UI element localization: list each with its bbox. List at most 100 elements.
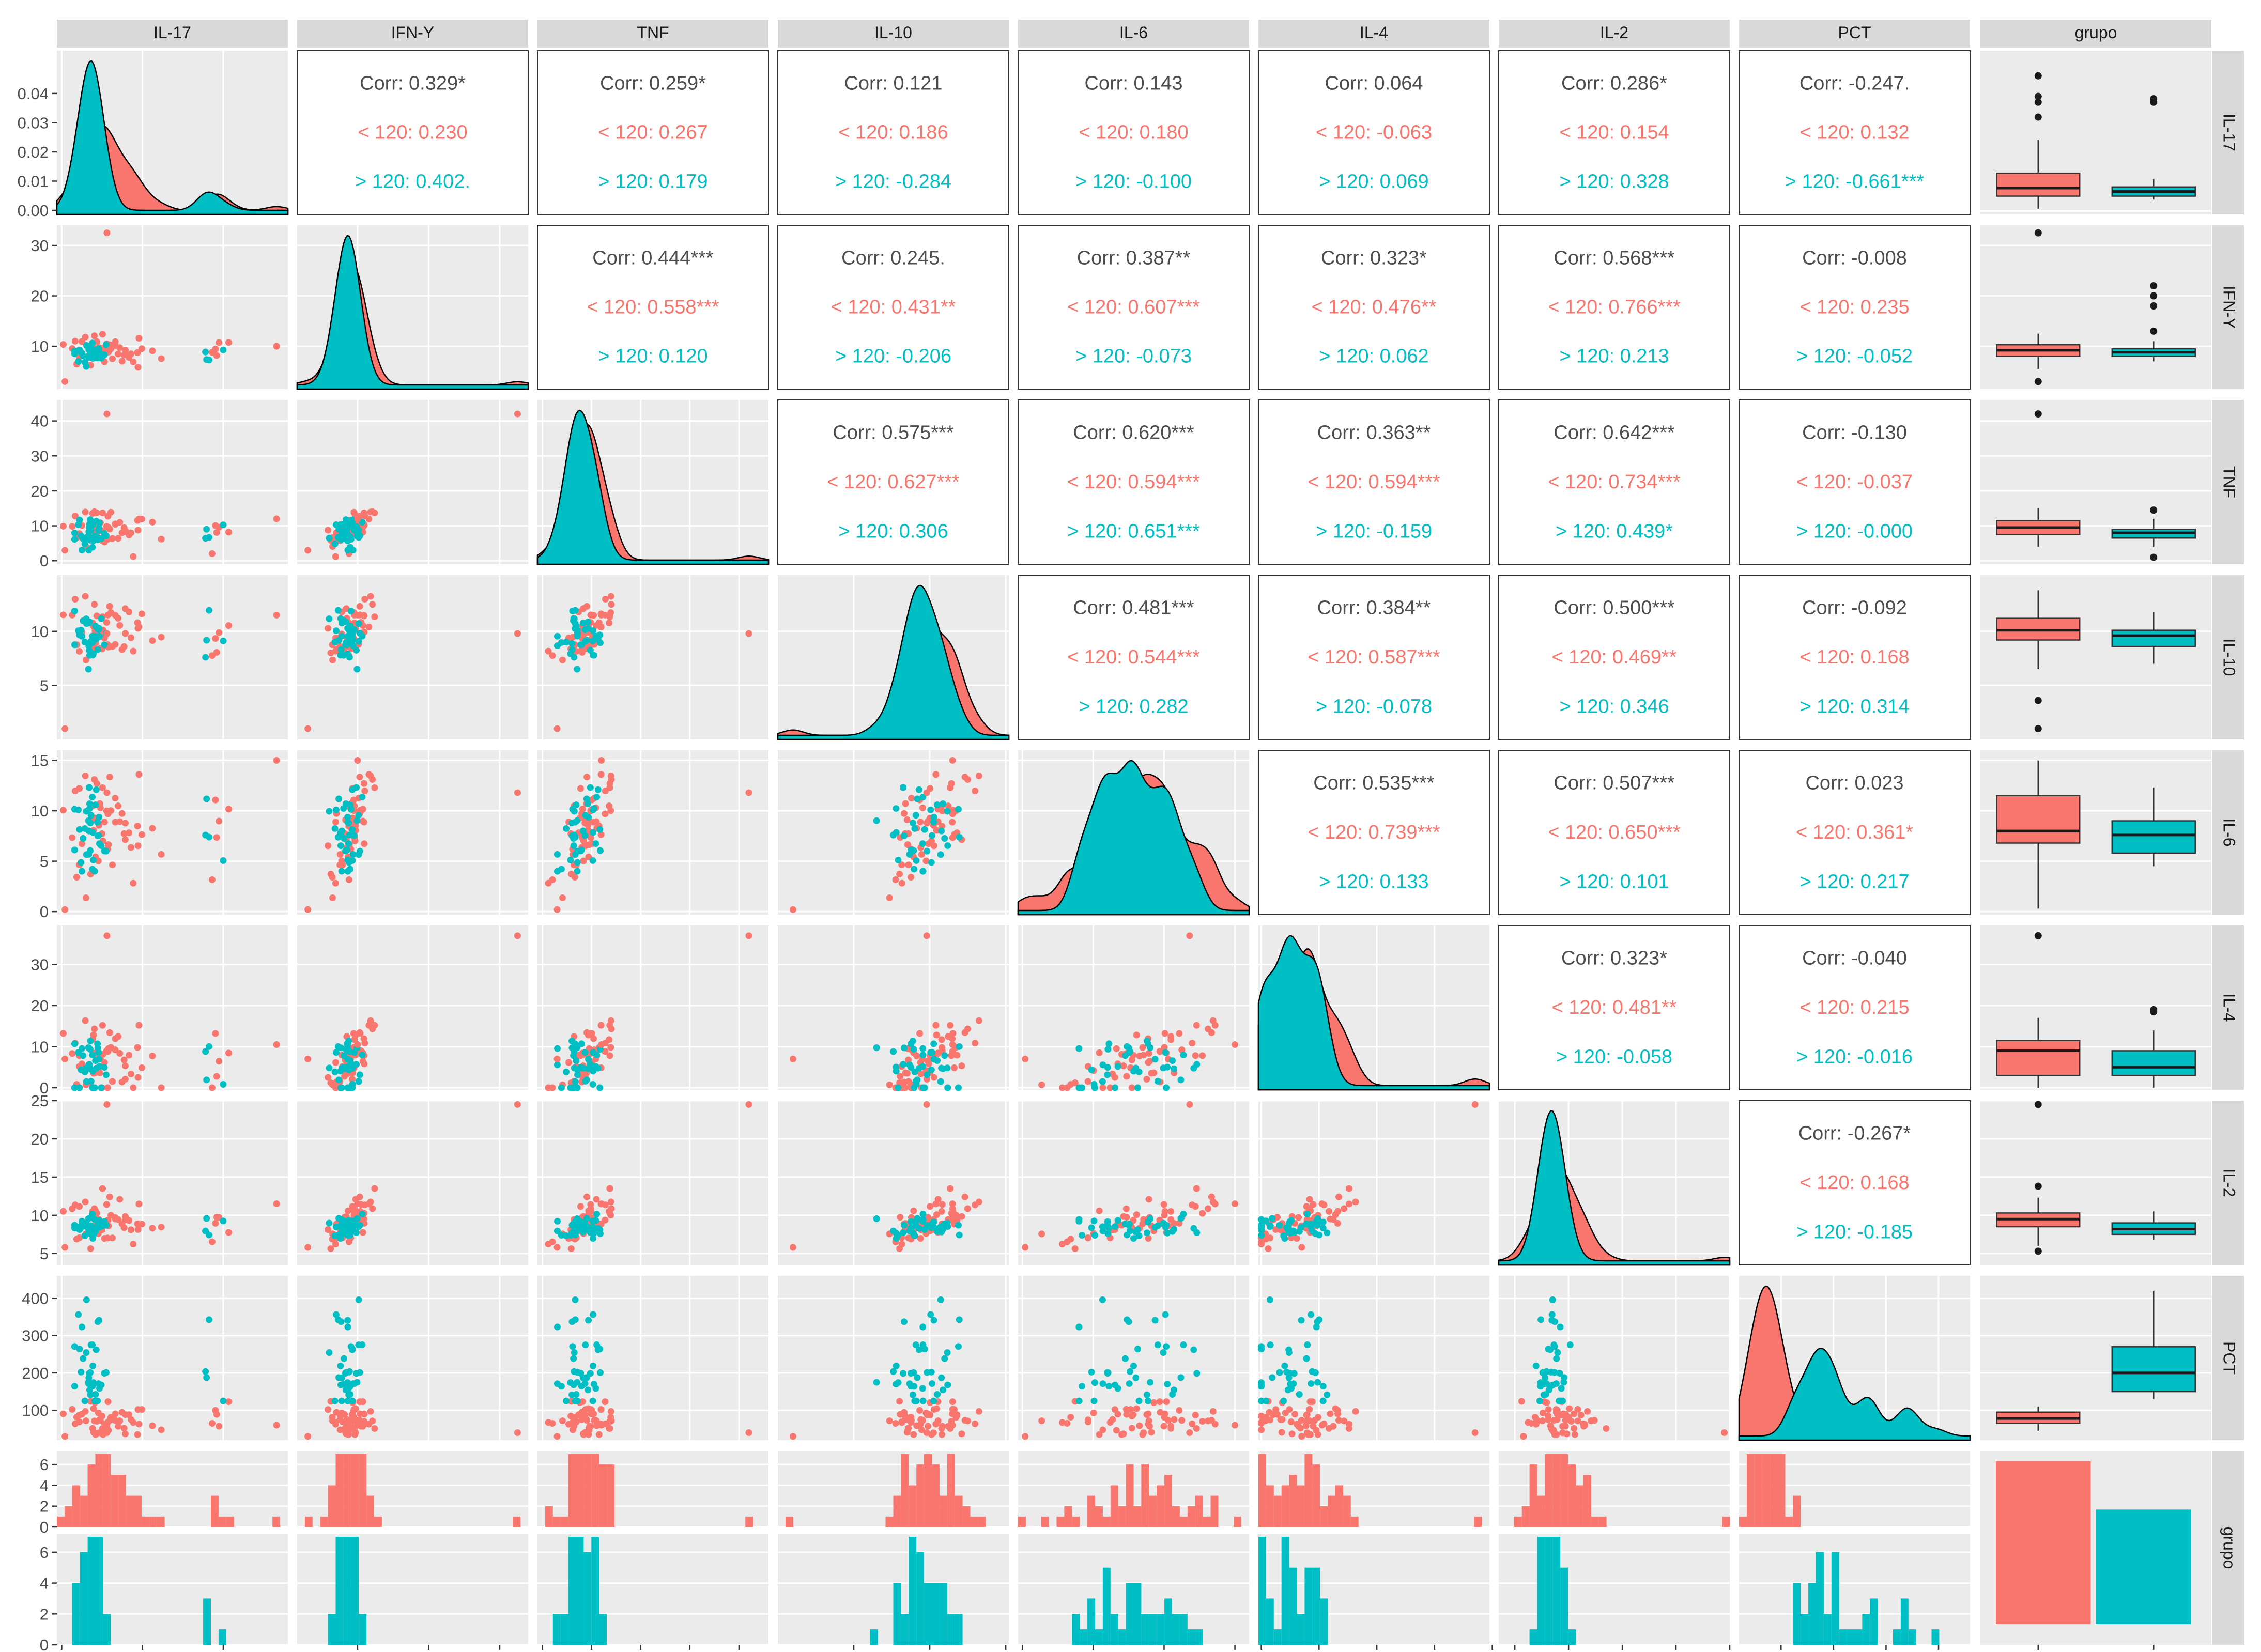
histogram-IL-10-> 120 (778, 1534, 1009, 1646)
scatter-point (1121, 1355, 1129, 1362)
scatter-point (1106, 1084, 1114, 1091)
scatter-point (1114, 1411, 1121, 1418)
scatter-point (944, 1381, 951, 1388)
scatter-point (922, 857, 930, 864)
scatter-point (958, 1430, 965, 1438)
y-tick-label: 6 (40, 1456, 49, 1474)
scatter-point (135, 1421, 143, 1428)
scatter-point (206, 1043, 213, 1050)
scatter-point (118, 1078, 126, 1086)
scatter-point (103, 1429, 111, 1437)
scatter-point (949, 1041, 956, 1048)
scatter-point (577, 641, 585, 649)
panel-IL-10-grupo (1980, 575, 2211, 739)
scatter-point (579, 1398, 586, 1406)
scatter-point (1309, 1368, 1316, 1375)
scatter-point (335, 795, 343, 802)
histogram-IFN-Y-> 120 (297, 1534, 528, 1646)
y-tick-label: 40 (31, 412, 49, 430)
scatter-point (82, 773, 89, 780)
scatter-point (71, 1420, 79, 1427)
histogram-bar (785, 1516, 793, 1527)
scatter-point (1151, 1056, 1159, 1063)
scatter-point (98, 535, 105, 542)
histogram-TNF-> 120 (537, 1534, 768, 1646)
scatter-point (1147, 1044, 1154, 1051)
histogram-bar (885, 1516, 894, 1527)
histogram-bar (374, 1516, 382, 1527)
scatter-point (1186, 1101, 1193, 1108)
scatter-point (1022, 1244, 1029, 1251)
column-label: IL-2 (1600, 23, 1628, 42)
scatter-point (568, 640, 576, 647)
histogram-bar (939, 1583, 947, 1645)
scatter-point (327, 649, 334, 656)
scatter-point (598, 1422, 605, 1429)
corr-group-low: < 120: 0.594*** (1308, 471, 1440, 493)
scatter-point (908, 1218, 915, 1225)
scatter-point (82, 1198, 89, 1206)
scatter-point (1532, 1362, 1540, 1369)
scatter-point (83, 1223, 90, 1230)
scatter-point (91, 776, 98, 783)
histogram-bar (955, 1495, 963, 1527)
scatter-point (1258, 1420, 1265, 1427)
scatter-point (353, 1215, 361, 1222)
corr-overall: Corr: -0.130 (1802, 422, 1907, 444)
histogram-bar (304, 1516, 313, 1527)
scatter-point (1171, 1065, 1178, 1072)
corr-overall: Corr: -0.092 (1802, 597, 1907, 619)
corr-group-high: > 120: 0.314 (1799, 696, 1909, 717)
scatter-point (1341, 1417, 1348, 1425)
scatter-point (571, 1368, 578, 1375)
scatter-point (929, 1221, 936, 1228)
scatter-point (327, 1245, 334, 1252)
histogram-bar (1149, 1614, 1157, 1645)
column-strip (1739, 20, 1970, 48)
scatter-point (135, 1022, 143, 1029)
scatter-point (1266, 1409, 1273, 1416)
scatter-point (203, 795, 210, 802)
scatter-point (947, 1185, 954, 1192)
scatter-point (1334, 1208, 1342, 1215)
scatter-point (591, 1417, 598, 1424)
scatter-point (212, 1219, 219, 1227)
scatter-point (96, 1056, 103, 1063)
scatter-point (122, 820, 129, 827)
scatter-point (135, 771, 143, 778)
histogram-bar (272, 1516, 281, 1527)
scatter-point (919, 1045, 927, 1052)
scatter-point (352, 1061, 360, 1068)
scatter-point (1545, 1386, 1552, 1394)
scatter-point (1177, 1076, 1185, 1084)
scatter-point (950, 1064, 958, 1071)
histogram-bar (1514, 1516, 1522, 1527)
box-outlier (2034, 72, 2042, 80)
scatter-point (208, 652, 216, 659)
box-outlier (2150, 506, 2158, 514)
scatter-point (873, 1215, 880, 1222)
histogram-bar (552, 1614, 561, 1645)
scatter-point (339, 528, 346, 535)
scatter-point (1164, 1381, 1171, 1388)
panel-TNF-IL-4: Corr: 0.363**< 120: 0.594***> 120: -0.15… (1258, 399, 1490, 565)
panel-background (57, 225, 288, 389)
scatter-point (130, 879, 137, 887)
scatter-point (1562, 1417, 1569, 1424)
scatter-point (1128, 1412, 1135, 1419)
histogram-bar (1118, 1506, 1126, 1527)
corr-group-high: > 120: 0.328 (1559, 171, 1669, 193)
scatter-point (577, 1203, 584, 1210)
y-tick-label: 2 (40, 1605, 49, 1623)
scatter-point (1330, 1423, 1337, 1430)
histogram-bar (1560, 1454, 1568, 1527)
scatter-point (87, 812, 95, 819)
corr-overall: Corr: 0.329* (360, 72, 466, 94)
scatter-point (1303, 1411, 1310, 1418)
scatter-point (597, 1406, 605, 1413)
scatter-point (61, 1433, 69, 1440)
scatter-point (371, 613, 378, 621)
scatter-point (325, 1226, 332, 1233)
scatter-point (105, 524, 112, 531)
scatter-point (1143, 1075, 1150, 1083)
